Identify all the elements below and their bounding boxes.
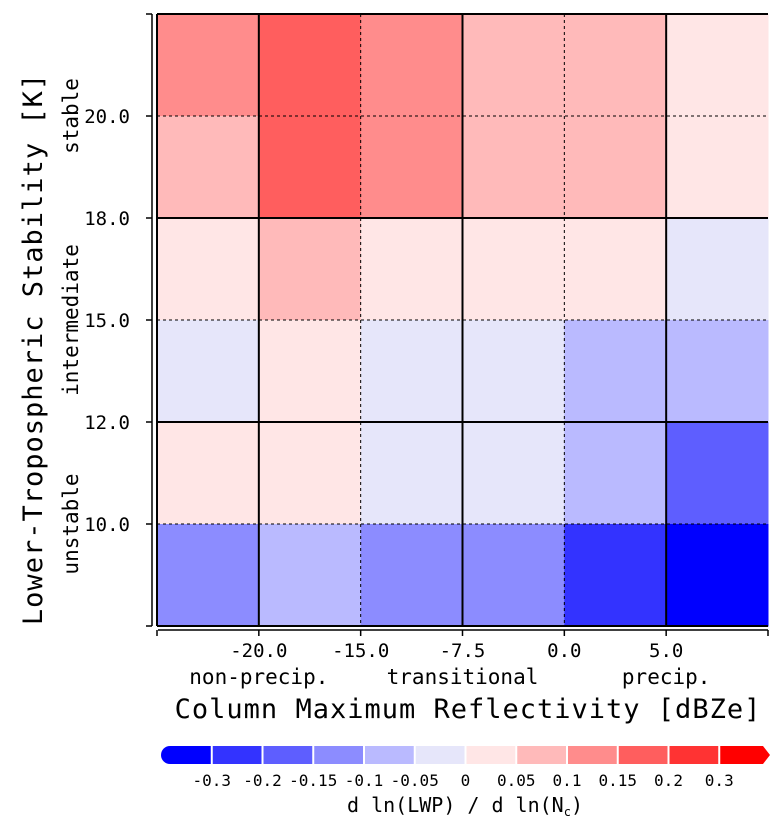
heatmap-cell	[258, 218, 362, 321]
x-tick-label: -15.0	[332, 640, 389, 662]
heatmap-cell	[258, 14, 362, 117]
heatmap-cell	[666, 14, 769, 117]
y-axis-title: Lower-Tropospheric Stability [K]	[18, 73, 49, 625]
heatmap-cell	[258, 524, 362, 627]
x-axis-title: Column Maximum Reflectivity [dBZe]	[175, 694, 762, 725]
heatmap-cell	[564, 524, 667, 627]
colorbar-swatch	[567, 746, 618, 764]
colorbar-swatch	[719, 746, 770, 764]
heatmap-cell	[157, 218, 260, 321]
y-tick-label: 15.0	[84, 310, 130, 332]
grid-lines	[157, 14, 768, 626]
heatmap-cell	[360, 422, 463, 525]
colorbar-swatch	[161, 746, 212, 764]
heatmap-cell	[564, 14, 667, 117]
colorbar-tick-label: -0.3	[192, 771, 231, 790]
y-tick-label: 20.0	[84, 106, 130, 128]
heatmap-cell	[258, 116, 362, 219]
colorbar-tick-label: -0.15	[289, 771, 337, 790]
heatmap-cell	[157, 14, 260, 117]
x-tick-label: 5.0	[649, 640, 683, 662]
colorbar-tick-label: 0.2	[654, 771, 683, 790]
y-regime-label: unstable	[59, 473, 83, 574]
colorbar-tick-label: 0.05	[497, 771, 536, 790]
heatmap-cell	[666, 116, 769, 219]
y-regime-label: intermediate	[59, 244, 83, 396]
heatmap-cell	[157, 524, 260, 627]
x-regime-label: transitional	[387, 665, 539, 689]
colorbar-tick-label: -0.1	[345, 771, 384, 790]
colorbar-swatch	[211, 746, 263, 764]
colorbar-swatch	[617, 746, 669, 764]
heatmap-cell	[462, 320, 565, 423]
colorbar-tick-label: 0	[461, 771, 471, 790]
heatmap-cell	[666, 524, 769, 627]
heatmap-cell	[157, 320, 260, 423]
heatmap-cell	[258, 422, 362, 525]
heatmap-cell	[360, 524, 463, 627]
colorbar-tick-label: 0.1	[553, 771, 582, 790]
heatmap-cell	[666, 422, 769, 525]
heatmap-cell	[564, 422, 667, 525]
regime-labels: non-precip. transitional precip. unstable in…	[59, 78, 710, 689]
heatmap-cell	[157, 422, 260, 525]
heatmap-cell	[360, 218, 463, 321]
axes	[146, 13, 769, 636]
x-regime-label: precip.	[622, 665, 711, 689]
heatmap-cells	[157, 14, 769, 627]
heatmap-cell	[564, 320, 667, 423]
x-regime-label: non-precip.	[189, 665, 328, 689]
heatmap-cell	[666, 320, 769, 423]
heatmap-cell	[462, 218, 565, 321]
colorbar-label: d ln(LWP) / d ln(Nc)	[347, 793, 583, 819]
colorbar-swatch	[313, 746, 364, 764]
heatmap-cell	[360, 320, 463, 423]
x-tick-label: -20.0	[230, 640, 287, 662]
heatmap-cell	[462, 14, 565, 117]
colorbar-swatch	[414, 746, 466, 764]
heatmap-cell	[258, 320, 362, 423]
colorbar-swatch	[668, 746, 720, 764]
heatmap-cell	[462, 422, 565, 525]
tick-labels: -20.0 -15.0 -7.5 0.0 5.0 10.0 12.0 15.0 18.0 20.0	[84, 106, 683, 662]
y-tick-label: 10.0	[84, 514, 130, 536]
colorbar: -0.3 -0.2 -0.15 -0.1 -0.05 0 0.05 0.1 0.15 0.2 0.3	[161, 746, 770, 790]
colorbar-tick-label: 0.15	[598, 771, 637, 790]
heatmap-cell	[360, 116, 463, 219]
y-regime-label: stable	[59, 78, 83, 154]
heatmap-cell	[666, 218, 769, 321]
heatmap-cell	[462, 116, 565, 219]
x-tick-label: -7.5	[440, 640, 486, 662]
colorbar-tick-label: -0.2	[243, 771, 282, 790]
heatmap-cell	[360, 14, 463, 117]
colorbar-swatch	[262, 746, 314, 764]
y-tick-label: 12.0	[84, 412, 130, 434]
y-tick-label: 18.0	[84, 208, 130, 230]
x-tick-label: 0.0	[547, 640, 581, 662]
heatmap-cell	[462, 524, 565, 627]
colorbar-swatch	[364, 746, 415, 764]
heatmap-cell	[564, 218, 667, 321]
colorbar-tick-label: 0.3	[705, 771, 734, 790]
colorbar-tick-label: -0.05	[391, 771, 439, 790]
heatmap-cell	[157, 116, 260, 219]
colorbar-swatch	[465, 746, 517, 764]
colorbar-swatch	[516, 746, 567, 764]
heatmap-cell	[564, 116, 667, 219]
